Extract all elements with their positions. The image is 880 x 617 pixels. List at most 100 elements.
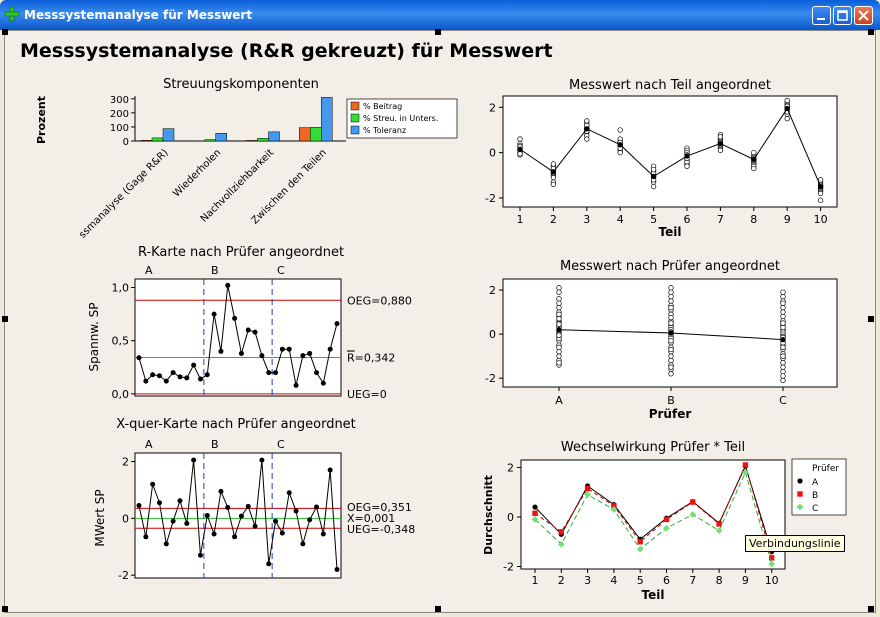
y-tick-label: 2 [489,101,496,114]
resize-handle-left[interactable] [2,316,8,322]
mean-point [751,156,757,163]
y-tick-label: -2 [485,372,496,385]
y-tick-label: 200 [110,109,129,120]
resize-handle-top-right[interactable] [868,29,874,35]
data-point [751,149,757,156]
data-point [204,372,210,378]
bar [215,133,227,142]
data-point [668,320,674,326]
data-point [273,370,279,376]
x-tick-label: ssmanalyse (Gage R&R) [77,147,170,240]
legend-marker [796,503,804,511]
data-point [780,309,786,315]
data-point [184,375,190,381]
data-point [156,373,162,379]
data-point [611,503,617,509]
data-point [150,372,156,378]
resize-handle-top[interactable] [435,29,441,35]
data-point [637,539,643,545]
chart-title: Wechselwirkung Prüfer * Teil [561,440,745,455]
x-tick-label: 2 [550,213,557,226]
resize-handle-top-left[interactable] [2,29,8,35]
resize-handle-bottom-right[interactable] [868,606,874,612]
close-button[interactable] [854,6,873,25]
minimize-button[interactable] [812,6,831,25]
legend-label: C [812,504,818,514]
resize-handle-right[interactable] [868,316,874,322]
data-point [556,321,562,327]
data-point [320,531,326,537]
data-point [286,346,292,352]
y-tick-label: 0 [489,147,496,160]
x-tick-label: 7 [717,213,724,226]
bar [140,140,153,142]
plot-frame [502,95,838,208]
bar [246,140,258,142]
y-tick-label: 300 [110,95,129,106]
data-point [780,373,786,379]
data-point [617,149,623,156]
data-point [780,293,786,300]
y-tick-label: 0,0 [112,388,130,401]
data-point [584,118,590,124]
x-tick-label: 5 [637,574,644,587]
data-point [556,285,562,291]
x-tick-label: 1 [532,574,539,587]
x-tick-label: 6 [684,213,691,226]
data-point [663,516,670,523]
data-point [780,364,786,370]
resize-handle-bottom[interactable] [435,606,441,612]
x-axis-label: Prüfer [649,407,692,421]
series-line [534,463,773,558]
bar [310,127,322,142]
data-point [170,370,176,376]
y-axis-label: Spannw. SP [87,303,101,372]
data-point [780,353,786,359]
data-point [293,382,299,388]
x-tick-label: 7 [689,574,696,587]
data-point [636,545,644,553]
data-point [558,529,564,535]
mean-point [668,330,674,336]
data-point [751,165,757,172]
data-point [191,457,197,463]
data-point [584,136,590,142]
data-point [550,161,557,167]
data-point [610,506,618,513]
data-point [286,490,292,496]
data-point [327,346,333,352]
data-point [717,147,724,154]
title-bar[interactable]: Messsystemanalyse für Messwert [0,0,880,30]
data-point [197,552,203,558]
data-point [617,127,623,133]
data-point [780,360,786,366]
data-point [300,541,306,547]
data-point [742,468,749,476]
data-point [668,305,674,311]
data-point [177,498,183,504]
mean-point [617,142,623,148]
data-point [531,516,539,523]
chart-title: Streuungskomponenten [163,77,319,92]
resize-handle-bottom-left[interactable] [2,606,8,612]
data-point [252,523,258,529]
data-point [279,346,285,352]
data-point [556,349,562,355]
legend-marker [797,491,803,497]
y-axis-label: Durchschnitt [482,475,495,555]
data-point [690,499,696,505]
legend-label: B [812,491,818,501]
data-point [273,518,279,524]
maximize-button[interactable] [833,6,852,25]
legend-box [346,98,458,139]
chart-title: R-Karte nach Prüfer angeordnet [138,245,344,260]
mean-point [556,327,562,333]
x-axis-label: Teil [642,588,665,602]
data-point [784,97,790,104]
data-point [742,462,749,468]
mean-point [818,184,824,190]
data-point [768,560,776,568]
data-point [300,353,306,359]
close-icon [858,10,869,21]
data-point [716,521,722,527]
